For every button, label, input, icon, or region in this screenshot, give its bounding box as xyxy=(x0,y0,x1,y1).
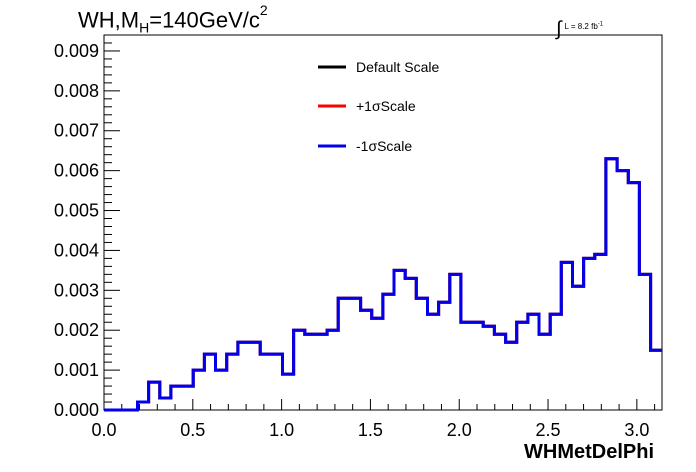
series-line-2 xyxy=(104,157,662,412)
x-tick-label-0.0: 0.0 xyxy=(91,420,116,440)
x-tick-label-0.5: 0.5 xyxy=(180,420,205,440)
y-tick-label-0.005: 0.005 xyxy=(54,201,99,221)
luminosity-label: ∫ L = 8.2 fb-1 xyxy=(556,18,604,40)
y-tick-label-0.008: 0.008 xyxy=(54,81,99,101)
y-tick-label-0.003: 0.003 xyxy=(54,280,99,300)
series-line-1 xyxy=(104,157,662,412)
plot-frame xyxy=(103,34,663,411)
legend-label-2: +1σScale xyxy=(356,98,416,114)
axes: 0.0 0.5 1.0 1.5 2.0 2.5 3.0 0.000 0.001 0.002 0.00… xyxy=(54,41,656,440)
y-tick-label-0.001: 0.001 xyxy=(54,360,99,380)
legend-label-1: Default Scale xyxy=(356,59,439,75)
x-tick-label-3.0: 3.0 xyxy=(624,420,649,440)
title-subscript: H xyxy=(139,19,150,36)
legend: Default Scale +1σScale -1σScale xyxy=(318,59,439,154)
x-tick-label-2.5: 2.5 xyxy=(536,420,561,440)
legend-label-3: -1σScale xyxy=(356,138,412,154)
y-tick-label-0.000: 0.000 xyxy=(54,400,99,420)
integral-sign: ∫ xyxy=(556,18,562,40)
x-tick-label-1.5: 1.5 xyxy=(358,420,383,440)
y-tick-label-0.004: 0.004 xyxy=(54,240,99,260)
title-superscript: 2 xyxy=(259,2,268,18)
y-tick-label-0.006: 0.006 xyxy=(54,161,99,181)
y-tick-label-0.002: 0.002 xyxy=(54,320,99,340)
series-line-3 xyxy=(104,157,662,412)
y-tick-label-0.009: 0.009 xyxy=(54,41,99,61)
series-group xyxy=(104,157,662,412)
x-axis-title: WHMetDelPhi xyxy=(524,441,654,463)
chart-title: WH,MH=140GeV/c2 xyxy=(78,2,268,36)
x-tick-label-1.0: 1.0 xyxy=(269,420,294,440)
y-tick-label-0.007: 0.007 xyxy=(54,121,99,141)
x-tick-label-2.0: 2.0 xyxy=(447,420,472,440)
